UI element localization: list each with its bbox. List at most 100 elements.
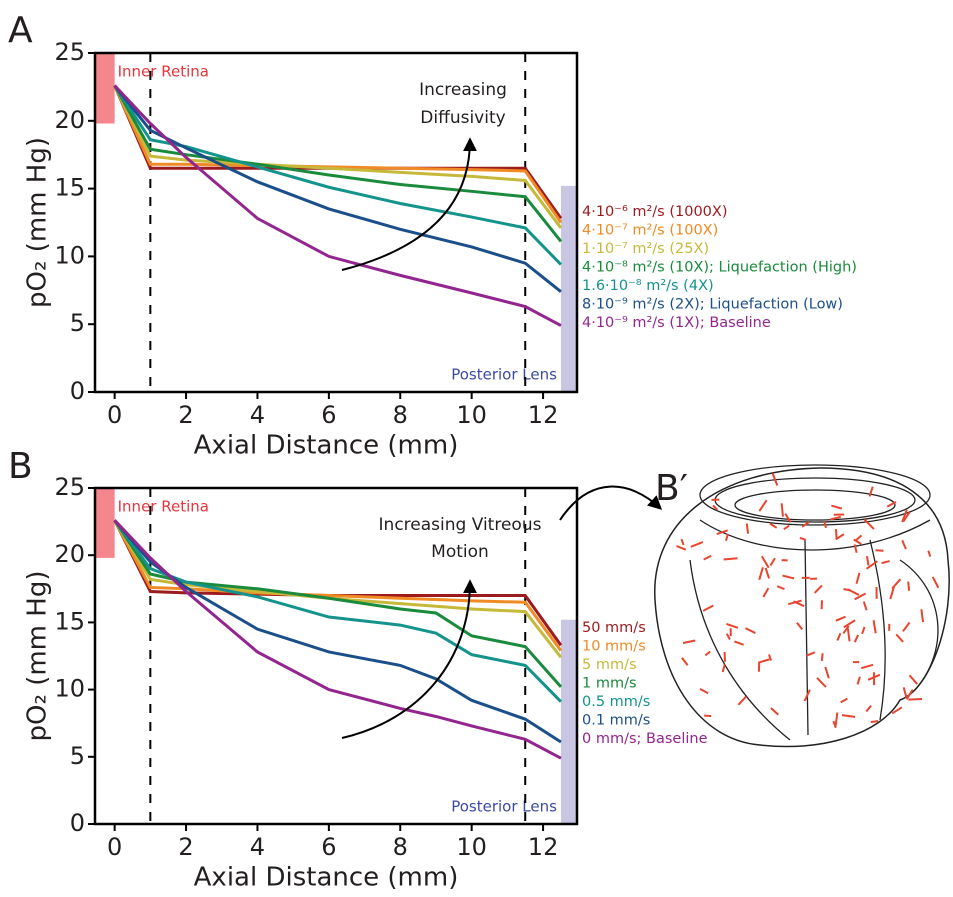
flow-arrow xyxy=(680,538,685,546)
flow-arrow xyxy=(813,584,823,594)
flow-arrow xyxy=(758,499,768,512)
x-axis-label: Axial Distance (mm) xyxy=(194,863,459,893)
flow-arrow xyxy=(853,538,862,545)
flow-arrow xyxy=(823,520,827,529)
flow-arrow xyxy=(908,698,923,701)
series-line xyxy=(113,84,562,327)
flow-arrow xyxy=(762,587,770,598)
flow-arrow xyxy=(712,504,719,511)
region xyxy=(95,488,115,558)
region xyxy=(560,185,577,392)
flow-arrow xyxy=(803,689,811,702)
annotation: Motion xyxy=(431,542,489,562)
flow-arrow xyxy=(745,627,756,634)
pointer-arrow xyxy=(559,485,663,521)
flow-arrow xyxy=(841,714,856,718)
series-line xyxy=(113,519,563,659)
x-axis-label: Axial Distance (mm) xyxy=(194,431,459,461)
flow-arrow xyxy=(725,633,731,640)
annotation: Increasing xyxy=(419,80,507,100)
flow-arrow xyxy=(676,545,687,551)
series-line xyxy=(113,84,563,266)
legend-entry: 0.1 mm/s xyxy=(582,713,650,729)
series-line xyxy=(113,519,563,652)
flow-arrow xyxy=(758,567,764,581)
region-label: Posterior Lens xyxy=(451,366,557,384)
flow-arrow xyxy=(902,621,911,632)
annotation-arrow xyxy=(341,579,477,739)
flow-arrow xyxy=(726,622,739,629)
y-tick-label: 0 xyxy=(70,377,85,405)
x-tick-label: 12 xyxy=(528,401,559,429)
flow-arrow xyxy=(920,609,925,623)
flow-arrow xyxy=(699,688,709,695)
flow-arrow xyxy=(716,529,728,536)
flow-arrow xyxy=(799,536,807,541)
flow-arrow xyxy=(843,619,856,629)
y-tick-label: 10 xyxy=(54,675,85,703)
x-tick-label: 8 xyxy=(393,401,408,429)
region-label: Posterior Lens xyxy=(451,798,557,816)
lens-ring xyxy=(734,489,896,521)
region-label: Inner Retina xyxy=(118,63,209,81)
annotation: Diffusivity xyxy=(420,108,505,128)
legend-entry: 5 mm/s xyxy=(582,657,637,673)
plot-frame xyxy=(93,51,579,394)
legend-entry: 1 mm/s xyxy=(582,676,637,692)
flow-arrow xyxy=(764,567,771,579)
legend-entry: 1.6·10⁻⁸ m²/s (4X) xyxy=(582,278,714,294)
flow-arrow xyxy=(768,654,772,661)
flow-arrow xyxy=(863,518,875,530)
flow-arrow xyxy=(769,557,776,567)
flow-arrow xyxy=(895,633,904,643)
x-tick-label: 2 xyxy=(178,401,193,429)
flow-arrow xyxy=(855,572,861,584)
region-label: Inner Retina xyxy=(118,498,209,516)
flow-arrow xyxy=(776,585,785,591)
flow-arrow xyxy=(816,677,827,688)
flow-arrow xyxy=(724,533,729,542)
flow-arrow xyxy=(702,604,714,612)
annotation: Increasing Vitreous xyxy=(379,515,542,535)
annotation-arrow xyxy=(341,137,477,271)
flow-arrow xyxy=(927,550,932,557)
y-tick-label: 20 xyxy=(54,106,85,134)
flow-arrow xyxy=(875,549,884,552)
legend-entry: 1·10⁻⁷ m²/s (25X) xyxy=(582,241,709,257)
flow-arrow xyxy=(865,705,872,713)
flow-arrow xyxy=(681,657,689,666)
flow-arrow xyxy=(907,581,911,591)
flow-arrow xyxy=(842,625,850,635)
flow-arrow xyxy=(908,674,918,685)
legend-entry: 10 mm/s xyxy=(582,639,646,655)
flow-arrow xyxy=(703,554,712,561)
y-axis-label: pO₂ (mm Hg) xyxy=(23,137,53,308)
contour xyxy=(699,519,931,551)
legend-entry: 50 mm/s xyxy=(582,620,646,636)
flow-arrow xyxy=(846,628,851,642)
x-tick-label: 2 xyxy=(178,833,193,861)
flow-arrow xyxy=(865,556,870,566)
series-line xyxy=(113,519,562,760)
x-tick-label: 10 xyxy=(456,833,487,861)
x-tick-label: 0 xyxy=(107,401,122,429)
legend-entry: 4·10⁻⁸ m²/s (10X); Liquefaction (High) xyxy=(582,260,857,276)
flow-arrow xyxy=(843,588,851,592)
flow-arrow xyxy=(862,601,868,611)
flow-arrow xyxy=(801,521,810,528)
flow-arrow xyxy=(770,707,779,716)
flow-arrow xyxy=(865,560,878,570)
flow-arrow xyxy=(824,666,830,679)
legend-entry: 4·10⁻⁶ m²/s (1000X) xyxy=(582,204,728,220)
flow-arrow xyxy=(805,651,816,657)
y-tick-label: 25 xyxy=(54,38,85,66)
flow-arrow xyxy=(891,706,903,715)
contour xyxy=(869,539,886,721)
flow-arrow xyxy=(905,689,914,700)
panel-label: B xyxy=(8,446,33,487)
flow-arrow xyxy=(734,640,744,646)
illustration xyxy=(654,464,950,748)
series-line xyxy=(113,84,563,243)
y-tick-label: 10 xyxy=(54,241,85,269)
flow-arrow xyxy=(881,560,890,565)
